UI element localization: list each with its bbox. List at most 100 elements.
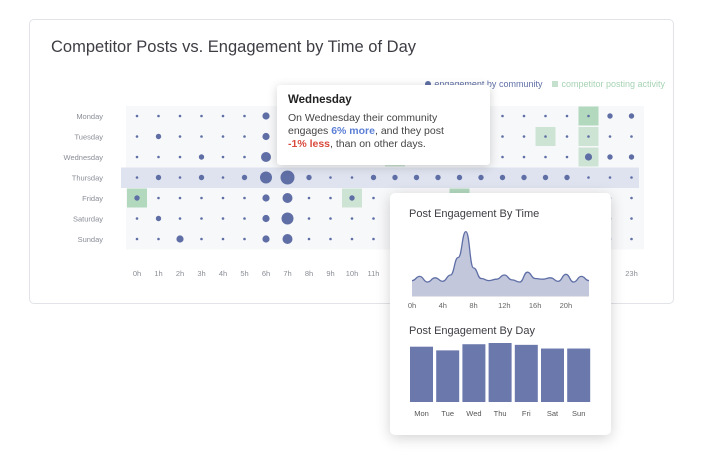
day-bar — [488, 343, 512, 402]
engagement-dot — [522, 114, 526, 118]
engagement-dot — [198, 174, 205, 181]
tooltip-body: On Wednesday their community engages 6% … — [288, 112, 479, 151]
engagement-dot — [306, 174, 312, 181]
engagement-area — [412, 231, 589, 296]
engagement-dot — [157, 114, 160, 118]
engagement-dot — [221, 196, 225, 200]
engagement-dot — [329, 176, 332, 179]
day-bar — [567, 348, 591, 402]
engagement-dot — [243, 196, 246, 200]
column-label: 5h — [240, 269, 248, 278]
engagement-dot — [544, 155, 547, 159]
engagement-dot — [628, 113, 635, 119]
engagement-dot — [349, 195, 355, 201]
day-chart-title: Post Engagement By Day — [409, 325, 535, 337]
row-label: Saturday — [73, 215, 103, 224]
column-label: 9h — [326, 269, 334, 278]
engagement-dot — [178, 196, 182, 200]
engagement-dot — [221, 217, 225, 220]
column-label: 4h — [219, 269, 227, 278]
engagement-dot — [587, 135, 590, 138]
engagement-dot — [392, 174, 398, 181]
engagement-dot — [350, 217, 354, 220]
engagement-dot — [243, 135, 246, 138]
popup-charts: 0h 4h 8h 12h 16h 20h Mon Tue Wed Thu Fri Sat Sun — [408, 230, 591, 418]
row-label: Thursday — [72, 174, 104, 183]
engagement-dot — [608, 176, 612, 179]
engagement-dot — [221, 135, 225, 138]
engagement-dot — [243, 217, 246, 220]
engagement-dot — [176, 235, 184, 243]
chart-title: Competitor Posts vs. Engagement by Time … — [51, 38, 416, 56]
day-bar — [541, 348, 564, 402]
engagement-dot — [135, 114, 139, 118]
day-bar — [514, 344, 538, 402]
engagement-dot — [501, 114, 504, 118]
engagement-dot — [584, 153, 593, 161]
engagement-dot — [262, 235, 270, 243]
engagement-dot — [630, 135, 633, 138]
day-axis-label: Tue — [441, 409, 454, 418]
engagement-dot — [608, 135, 612, 138]
engagement-dot — [157, 237, 160, 241]
engagement-dot — [370, 174, 377, 181]
day-axis-label: Sat — [547, 409, 559, 418]
engagement-dot — [630, 196, 633, 200]
day-bar — [462, 344, 486, 402]
highlighted-row-band — [121, 167, 639, 188]
engagement-dot — [135, 176, 139, 179]
engagement-dot — [565, 135, 569, 138]
engagement-legend-label: engagement by community — [434, 78, 543, 89]
tooltip-line-2-pre: engages — [288, 125, 332, 137]
engagement-dot — [221, 155, 225, 159]
engagement-dot — [501, 155, 504, 159]
engagement-dot — [630, 217, 633, 220]
column-label: 8h — [305, 269, 313, 278]
engagement-dot — [243, 114, 246, 118]
engagement-dot — [630, 237, 633, 241]
engagement-dot — [565, 155, 569, 159]
engagement-dot — [157, 196, 160, 200]
engagement-dot — [262, 132, 270, 141]
engagement-dot — [542, 174, 549, 181]
engagement-dot — [350, 237, 354, 241]
engagement-dot — [200, 217, 203, 220]
engagement-dot — [435, 174, 441, 181]
engagement-dot — [135, 217, 139, 220]
column-label: 11h — [368, 269, 380, 278]
engagement-dot — [262, 112, 270, 120]
chart-legend: engagement by community competitor postin… — [425, 78, 665, 89]
engagement-dot — [261, 152, 271, 162]
day-axis-label: Sun — [572, 409, 585, 418]
engagement-dot — [135, 135, 139, 138]
column-label: 2h — [176, 269, 184, 278]
engagement-dot — [200, 135, 203, 138]
engagement-dot — [221, 237, 225, 241]
column-label: 10h — [346, 269, 359, 278]
engagement-dot — [522, 155, 526, 159]
engagement-dot — [307, 237, 311, 241]
engagement-dot — [178, 176, 182, 179]
engagement-dot — [221, 114, 225, 118]
engagement-legend-swatch — [425, 80, 432, 87]
tooltip-increase-value: 6% more — [331, 125, 375, 137]
engagement-dot — [521, 174, 527, 181]
engagement-line — [411, 230, 590, 283]
tooltip-line-1: On Wednesday their community — [288, 112, 438, 124]
engagement-dot — [607, 154, 613, 160]
engagement-dot — [262, 214, 270, 223]
time-axis-label: 0h — [408, 301, 416, 310]
engagement-dot — [200, 237, 203, 241]
engagement-dot — [329, 237, 332, 241]
activity-legend-swatch — [552, 80, 559, 87]
engagement-dot — [501, 135, 504, 138]
day-axis-label: Mon — [414, 409, 429, 418]
tooltip-decrease-value: -1% less — [288, 138, 331, 150]
engagement-dot — [155, 133, 162, 140]
engagement-dot — [200, 196, 203, 200]
engagement-dot — [329, 196, 332, 200]
day-axis-label: Thu — [494, 409, 507, 418]
engagement-dot — [178, 114, 182, 118]
engagement-popup: Post Engagement By Time Post Engagement … — [390, 193, 611, 435]
engagement-dot — [282, 234, 293, 244]
